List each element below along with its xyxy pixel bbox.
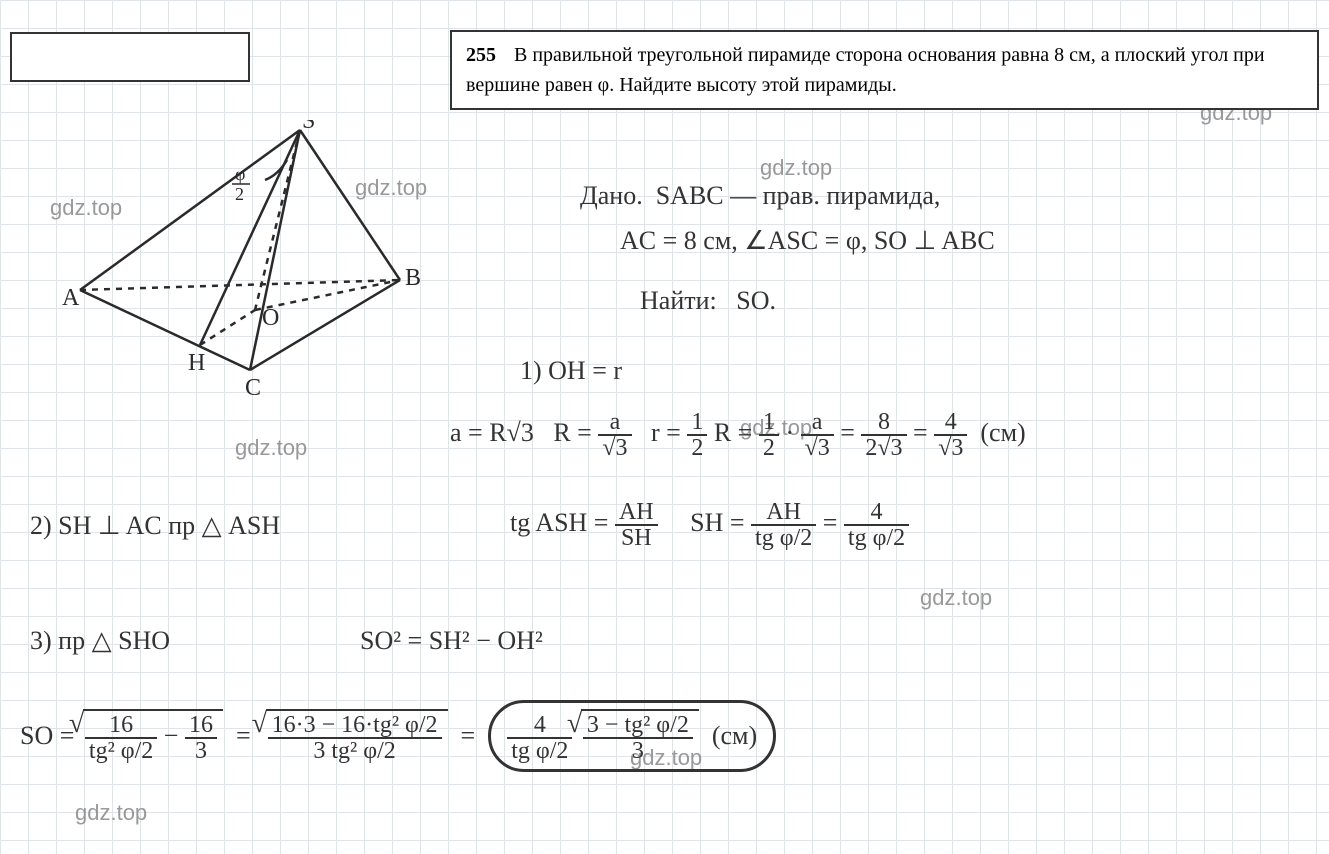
foot-h-label: H — [188, 350, 205, 376]
problem-statement: 255 В правильной треугольной пирамиде ст… — [450, 30, 1319, 110]
step1-formula: a = R√3 R = a√3 r = 12 R = 12 · a√3 = 82… — [450, 410, 1026, 460]
step2-label: 2) SH ⊥ AC пр △ ASH — [30, 510, 280, 541]
center-o-label: O — [262, 305, 279, 331]
name-box — [10, 32, 250, 82]
vertex-c-label: C — [245, 375, 261, 400]
find-line: Найти: SO. — [640, 285, 776, 316]
vertex-a-label: A — [62, 285, 80, 311]
vertex-b-label: B — [405, 265, 421, 291]
problem-text: В правильной треугольной пирамиде сторон… — [466, 44, 1265, 96]
step2-formula: tg ASH = AHSH SH = AHtg φ/2 = 4tg φ/2 — [510, 500, 909, 550]
given-line2: AC = 8 см, ∠ASC = φ, SO ⊥ ABC — [620, 225, 995, 256]
angle-label: φ — [235, 164, 245, 184]
problem-number: 255 — [466, 40, 496, 70]
watermark: gdz.top — [760, 155, 832, 181]
step3-label: 3) пр △ SHO — [30, 625, 170, 656]
step3-pyth: SO² = SH² − OH² — [360, 625, 543, 656]
vertex-s-label: S — [302, 120, 315, 134]
step3-result: SO = 16tg² φ/2 − 163 = 16·3 − 16·tg² φ/2… — [20, 700, 776, 772]
angle-label-den: 2 — [235, 184, 244, 204]
step1-label: 1) OH = r — [520, 355, 622, 386]
given-title: Дано. SABC — прав. пирамида, — [580, 180, 940, 211]
watermark: gdz.top — [75, 800, 147, 826]
pyramid-diagram: S A B C O H φ 2 — [40, 120, 440, 400]
watermark: gdz.top — [920, 585, 992, 611]
watermark: gdz.top — [235, 435, 307, 461]
